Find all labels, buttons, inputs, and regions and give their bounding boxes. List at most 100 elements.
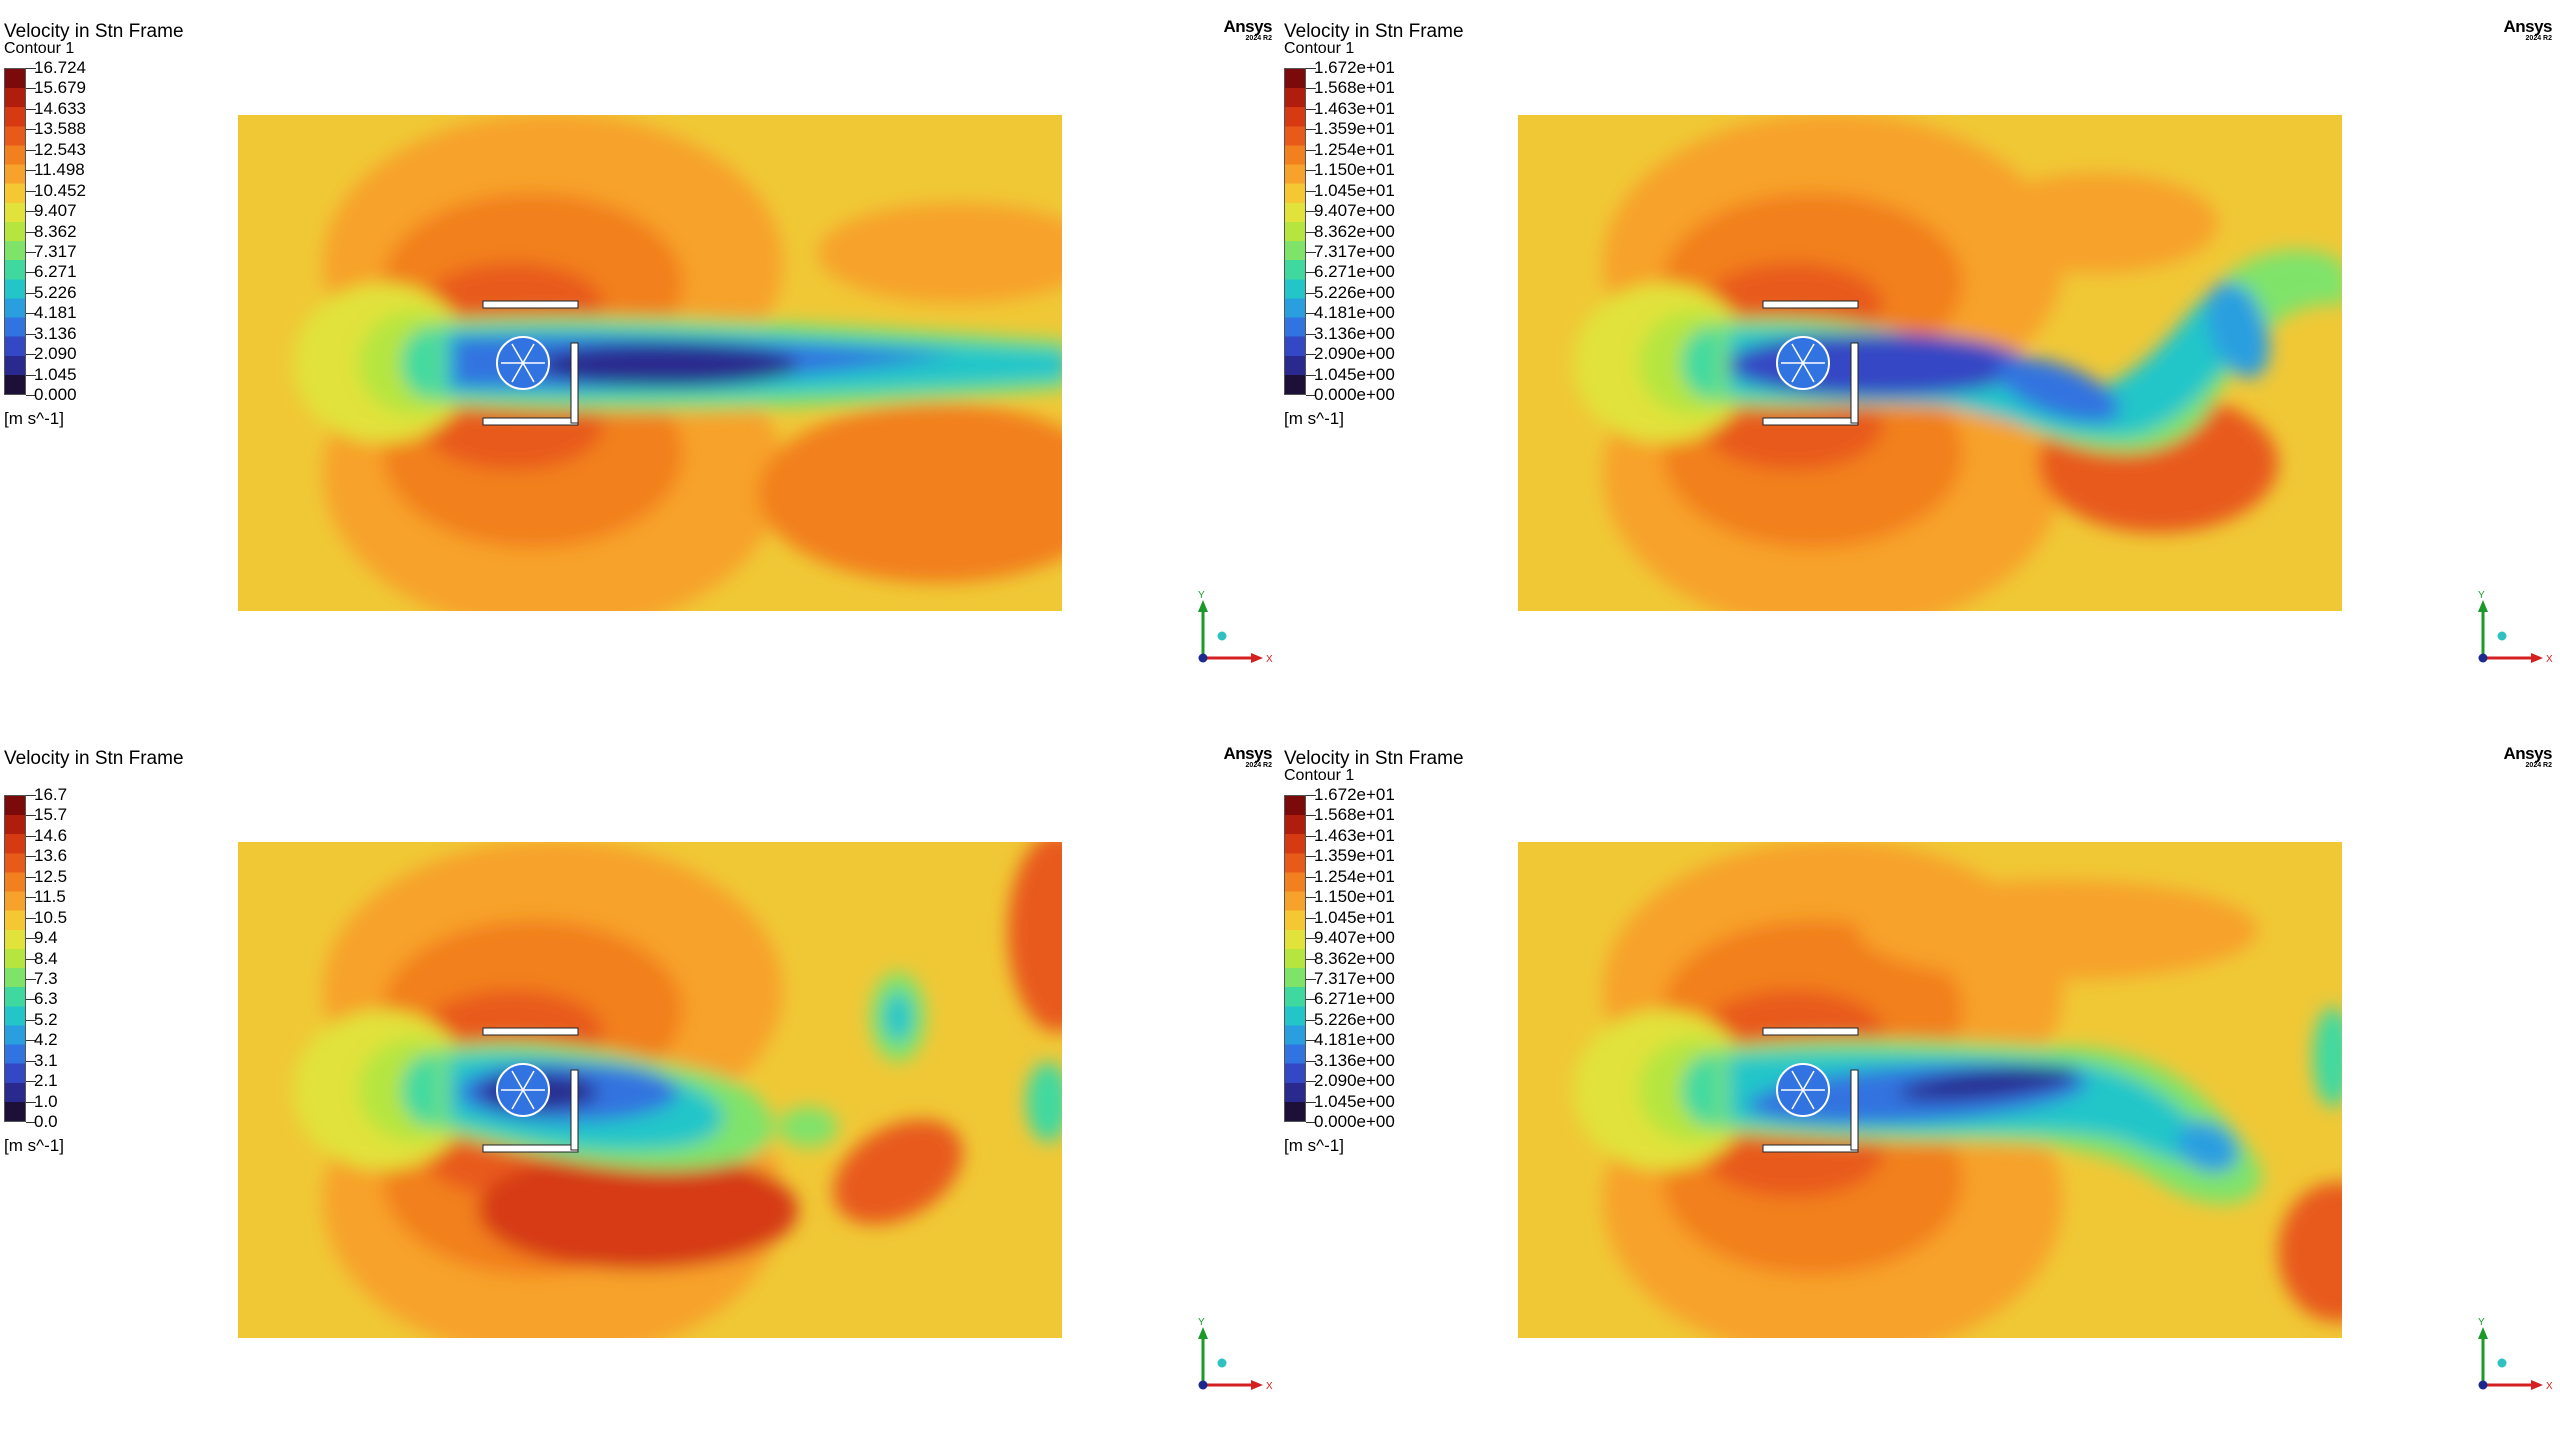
- bluff-body: [1762, 300, 1859, 426]
- rotor-blade: [1802, 1070, 1815, 1091]
- upper-plate: [482, 300, 579, 309]
- legend-tick: [1306, 292, 1316, 294]
- rear-plate: [1850, 342, 1859, 424]
- legend-subtitle: Contour 1: [4, 40, 75, 57]
- rotor-blade: [1791, 362, 1804, 383]
- legend-tick: [26, 795, 36, 796]
- legend-tick: [1306, 190, 1316, 192]
- legend-tick-label: 8.362e+00: [1314, 221, 1395, 241]
- legend-tick-label: 1.568e+01: [1314, 78, 1395, 98]
- legend-tick-label: 9.4: [34, 928, 58, 948]
- wake-blob: [1996, 357, 2120, 423]
- legend-tick-label: 5.226e+00: [1314, 282, 1395, 302]
- legend-tick-label: 7.3: [34, 968, 58, 988]
- legend-tick: [1306, 958, 1316, 960]
- downstream-high-spot: [833, 1119, 963, 1225]
- legend-tick: [1306, 978, 1316, 980]
- y-axis-label: Y: [2478, 1317, 2485, 1328]
- legend-tick-label: 1.0: [34, 1091, 58, 1111]
- rotor-blade: [522, 362, 535, 383]
- logo-version: 2024 R2: [2525, 762, 2552, 769]
- x-axis-label: X: [1266, 654, 1273, 665]
- contour-bands: [293, 115, 1062, 611]
- legend-tick-label: 4.2: [34, 1030, 58, 1050]
- legend-tick-label: 9.407e+00: [1314, 201, 1395, 221]
- lower-plate: [1762, 1144, 1859, 1153]
- legend-tick-label: 11.498: [34, 160, 85, 180]
- legend-tick: [1306, 251, 1316, 253]
- legend-tick-label: 13.6: [34, 846, 68, 866]
- legend-tick: [26, 108, 36, 110]
- legend-tick-label: 1.150e+01: [1314, 887, 1395, 907]
- legend-tick: [1306, 170, 1316, 172]
- upper-plate: [482, 1027, 579, 1036]
- legend-tick: [1306, 395, 1316, 396]
- x-arrow-head: [1251, 1380, 1263, 1390]
- contour-panel-1: Velocity in Stn Frame Contour 1 16.724 15…: [0, 0, 1280, 726]
- x-arrow-head: [1251, 653, 1263, 663]
- legend-tick: [1306, 333, 1316, 335]
- edge-vortex: [1026, 1062, 1062, 1142]
- lower-plate: [1762, 417, 1859, 426]
- legend-tick-label: 11.5: [34, 887, 66, 907]
- legend-tick: [26, 1060, 36, 1062]
- legend-tick: [1306, 1040, 1316, 1042]
- legend-tick-label: 5.226e+00: [1314, 1009, 1395, 1029]
- legend-tick: [1306, 231, 1316, 233]
- contour-field: [1518, 115, 2342, 611]
- rotor-blade: [511, 362, 524, 383]
- y-axis-label: Y: [1198, 1317, 1205, 1328]
- logo-version: 2024 R2: [2525, 35, 2552, 42]
- contour-field: [1518, 842, 2342, 1338]
- logo-name: Ansys: [1223, 744, 1272, 763]
- wake-mid: [1728, 285, 2258, 438]
- legend-tick-label: 10.452: [34, 180, 86, 200]
- legend-tick: [26, 374, 36, 376]
- legend-tick-label: 1.045: [34, 364, 77, 384]
- legend-tick: [26, 292, 36, 294]
- legend-units: [m s^-1]: [1284, 409, 1344, 428]
- rotor-blade: [1791, 1070, 1804, 1091]
- legend-tick-label: 0.000: [34, 385, 77, 404]
- legend-tick: [26, 897, 36, 899]
- legend-tick: [26, 149, 36, 151]
- z-axis-dot: [1217, 1358, 1227, 1368]
- legend-units: [m s^-1]: [1284, 1136, 1344, 1155]
- legend-tick: [1306, 1060, 1316, 1062]
- axis-triad-graphic: YX: [1198, 1317, 1273, 1392]
- legend-tick-label: 0.000e+00: [1314, 1112, 1395, 1131]
- wake-inner: [1728, 333, 2028, 397]
- legend-tick-label: 1.045e+01: [1314, 907, 1395, 927]
- shed-vortex: [2206, 282, 2270, 378]
- shed-vortex: [2177, 1121, 2239, 1173]
- legend-tick: [1306, 815, 1316, 817]
- legend-tick-label: 4.181: [34, 303, 77, 323]
- contour-field: [238, 115, 1062, 611]
- legend-tick-label: 1.150e+01: [1314, 160, 1395, 180]
- shed-vortex-2: [778, 1107, 838, 1147]
- legend-tick-label: 6.271e+00: [1314, 989, 1395, 1009]
- legend-tick-label: 12.5: [34, 866, 68, 886]
- x-arrow-head: [2531, 1380, 2543, 1390]
- legend-tick: [26, 938, 36, 940]
- wake-core: [1898, 1067, 2078, 1101]
- legend-tick: [1306, 313, 1316, 315]
- legend-tick: [1306, 129, 1316, 131]
- z-axis-dot: [2497, 631, 2507, 641]
- y-axis-label: Y: [1198, 590, 1205, 601]
- edge-high-region: [1008, 842, 1062, 1032]
- velocity-contour-plot: [1518, 115, 2342, 611]
- y-arrow-head: [1198, 600, 1208, 612]
- color-legend-bar: [1284, 68, 1306, 395]
- legend-tick-label: 3.136e+00: [1314, 323, 1395, 343]
- legend-tick: [1306, 149, 1316, 151]
- legend-tick: [1306, 374, 1316, 376]
- y-arrow-head: [2478, 600, 2488, 612]
- axis-triad-graphic: YX: [2478, 1317, 2553, 1392]
- bluff-body: [482, 1027, 579, 1153]
- velocity-contour-plot: [238, 115, 1062, 611]
- rear-plate: [570, 1069, 579, 1151]
- legend-tick: [26, 958, 36, 960]
